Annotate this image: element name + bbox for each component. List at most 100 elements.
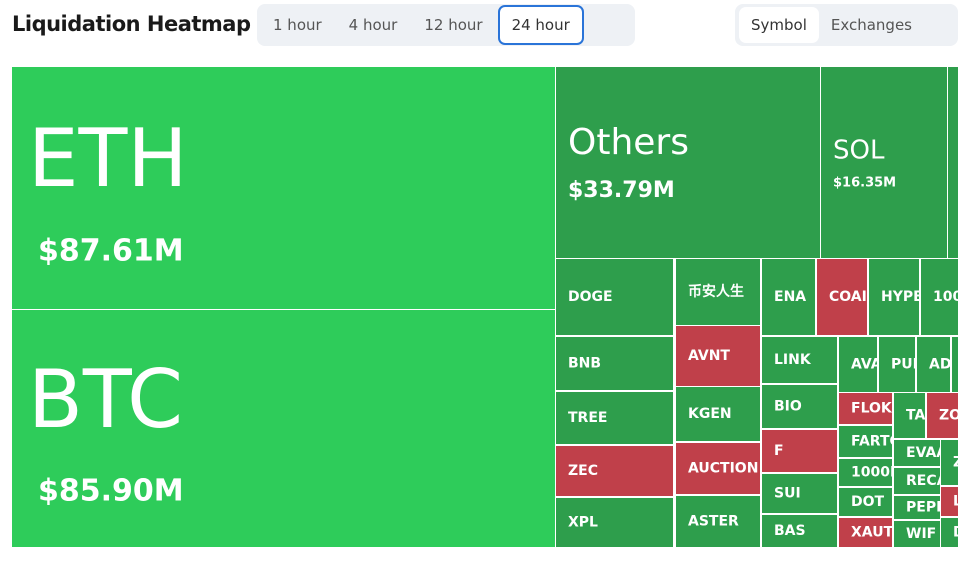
tile-rect: [556, 446, 673, 496]
tile[interactable]: SUI: [762, 474, 837, 513]
page-title: Liquidation Heatmap: [12, 12, 251, 36]
tile[interactable]: ZO: [927, 393, 961, 438]
tile-rect: [917, 337, 950, 392]
tile[interactable]: EVAA: [894, 440, 947, 466]
tile-label: PUM: [891, 357, 927, 373]
tile-label: 1000P: [851, 465, 900, 481]
tile-rect: [821, 67, 947, 258]
tile[interactable]: ADA: [917, 337, 962, 392]
tile: [948, 67, 958, 258]
tile[interactable]: TREE: [556, 392, 673, 444]
tile-label: FLOKI: [851, 401, 897, 417]
tile-rect: [839, 337, 877, 392]
tile[interactable]: Z: [941, 440, 963, 485]
tile-label: ADA: [929, 357, 962, 373]
tile-rect: [762, 385, 837, 428]
tile[interactable]: BIO: [762, 385, 837, 428]
tile[interactable]: FARTC: [839, 426, 900, 457]
tile-label: BTC: [28, 353, 183, 446]
tile[interactable]: Others $33.79M: [556, 67, 820, 258]
tile-rect: [556, 498, 673, 547]
view-tab[interactable]: Symbol: [739, 7, 819, 43]
tile[interactable]: ASTER: [676, 496, 760, 547]
view-tabs: Symbol Exchanges: [735, 4, 958, 46]
tile-rect: [941, 487, 958, 516]
tile[interactable]: DOGE: [556, 259, 673, 335]
tile[interactable]: 1000P: [839, 459, 900, 486]
tile-label: XPL: [568, 515, 598, 531]
tile-label: DOGE: [568, 289, 613, 305]
tile[interactable]: ETH $87.61M: [12, 67, 555, 309]
tile-rect: [927, 393, 958, 438]
tile-rect: [676, 443, 760, 494]
tile[interactable]: FLOKI: [839, 393, 897, 424]
tile[interactable]: PUM: [879, 337, 927, 392]
tile-rect: [894, 521, 940, 547]
tile-label: XAUT: [851, 525, 894, 541]
tile-rect: [894, 393, 925, 438]
tile-rect: [762, 474, 837, 513]
tile-label: ZO: [939, 408, 961, 424]
tile-rect: [556, 259, 673, 335]
tile[interactable]: ZEC: [556, 446, 673, 496]
tile[interactable]: PEPE: [894, 496, 946, 519]
tile-rect: [817, 259, 867, 335]
tile[interactable]: RECA: [894, 468, 948, 494]
time-tab[interactable]: 12 hour: [424, 16, 483, 34]
tile-label: SUI: [774, 486, 801, 502]
tile[interactable]: 1000: [921, 259, 972, 335]
tile-label: AUCTION: [688, 461, 758, 477]
tile-rect: [839, 393, 892, 424]
tile-rect: [762, 430, 837, 472]
tile[interactable]: BTC $85.90M: [12, 310, 555, 547]
tile-rect: [894, 440, 940, 466]
tile[interactable]: HYPE: [869, 259, 923, 335]
tile[interactable]: XAUT: [839, 518, 894, 547]
tile[interactable]: BNB: [556, 337, 673, 390]
tile-rect: [676, 326, 760, 386]
tile-rect: [894, 496, 940, 519]
tile-rect: [921, 259, 958, 335]
time-tab[interactable]: 1 hour: [273, 16, 322, 34]
tile-rect: [941, 518, 958, 547]
tile[interactable]: AUCTION: [676, 443, 760, 494]
tile[interactable]: ENA: [762, 259, 815, 335]
tile[interactable]: BAS: [762, 515, 837, 547]
tile[interactable]: L: [941, 487, 962, 516]
tile-rect: [556, 67, 820, 258]
tile-value: $85.90M: [38, 474, 184, 509]
tile-label: Others: [568, 122, 689, 163]
tile[interactable]: KGEN: [676, 387, 760, 441]
tile-label: 1000: [933, 289, 972, 305]
tile[interactable]: 币安人生: [676, 259, 760, 325]
tile-label: DOT: [851, 494, 885, 510]
tile-value: $16.35M: [833, 176, 896, 191]
tile[interactable]: F: [762, 430, 837, 472]
tile-label: ZEC: [568, 463, 598, 479]
tile[interactable]: TAO: [894, 393, 937, 438]
time-tab[interactable]: 4 hour: [348, 16, 398, 34]
tile-rect: [556, 392, 673, 444]
tile-rect: [556, 337, 673, 390]
tile-value: $87.61M: [38, 234, 184, 269]
tile-rect: [894, 468, 940, 494]
tile-label: HYPE: [881, 289, 923, 305]
tile[interactable]: COAI: [817, 259, 867, 335]
tile[interactable]: D: [941, 518, 965, 547]
tile[interactable]: AVNT: [676, 326, 760, 386]
tile[interactable]: WIF: [894, 521, 940, 547]
tile[interactable]: DOT: [839, 488, 892, 516]
view-tab[interactable]: Exchanges: [830, 16, 912, 34]
tile-label: BIO: [774, 399, 802, 415]
tile-rect: [869, 259, 919, 335]
tile-label: ASTER: [688, 514, 739, 530]
time-tab[interactable]: 24 hour: [497, 5, 584, 45]
tile[interactable]: SOL $16.35M: [821, 67, 947, 258]
tile-label: F: [774, 443, 784, 459]
tile-rect: [839, 518, 892, 547]
tile: [952, 337, 958, 392]
tile[interactable]: LINK: [762, 337, 837, 383]
tile[interactable]: XPL: [556, 498, 673, 547]
tile[interactable]: AVA: [839, 337, 882, 392]
